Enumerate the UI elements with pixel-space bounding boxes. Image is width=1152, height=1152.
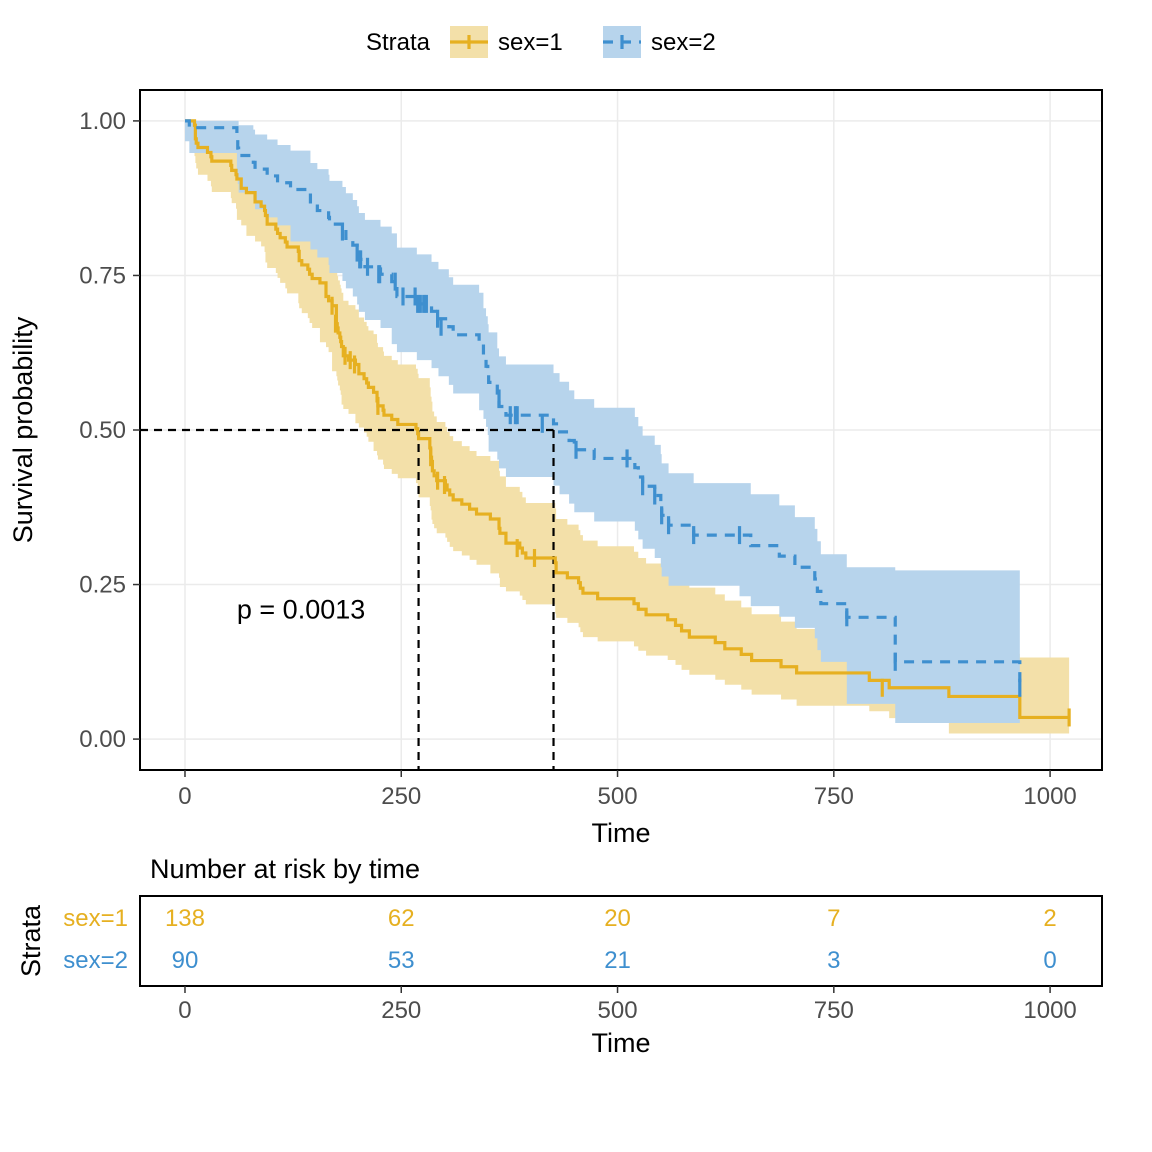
legend-item-label: sex=1 <box>498 29 563 56</box>
xtick-label: 1000 <box>1023 783 1076 810</box>
risk-cell: 7 <box>827 905 840 932</box>
risk-cell: 3 <box>827 947 840 974</box>
x-axis-title: Time <box>592 818 651 848</box>
risk-cell: 0 <box>1043 947 1056 974</box>
risk-xtick-label: 500 <box>598 997 638 1024</box>
risk-cell: 138 <box>165 905 205 932</box>
risk-xtick-label: 250 <box>381 997 421 1024</box>
risk-xtick-label: 750 <box>814 997 854 1024</box>
risk-xtick-label: 0 <box>178 997 191 1024</box>
legend-title-label: Strata <box>366 29 431 56</box>
ytick-label: 0.50 <box>79 417 126 444</box>
risk-cell: 2 <box>1043 905 1056 932</box>
xtick-label: 0 <box>178 783 191 810</box>
risk-table-title: Number at risk by time <box>150 854 420 884</box>
legend-item-label: sex=2 <box>651 29 716 56</box>
risk-y-axis-title: Strata <box>16 904 46 977</box>
ytick-label: 0.75 <box>79 262 126 289</box>
ytick-label: 1.00 <box>79 108 126 135</box>
y-axis-title: Survival probability <box>8 316 38 543</box>
xtick-label: 500 <box>598 783 638 810</box>
km-plot-svg: Strata sex=1 sex=2 0 250 500 750 1000 0.00 0.25 0.… <box>0 0 1152 1152</box>
risk-cell: 20 <box>604 905 631 932</box>
ytick-label: 0.25 <box>79 572 126 599</box>
xtick-label: 250 <box>381 783 421 810</box>
risk-cell: 90 <box>172 947 199 974</box>
xtick-label: 750 <box>814 783 854 810</box>
risk-xtick-label: 1000 <box>1023 997 1076 1024</box>
risk-cell: 21 <box>604 947 631 974</box>
p-value-label: p = 0.0013 <box>237 595 365 625</box>
risk-cell: 53 <box>388 947 415 974</box>
risk-row-label: sex=1 <box>63 905 128 932</box>
risk-x-axis-title: Time <box>592 1028 651 1058</box>
risk-cell: 62 <box>388 905 415 932</box>
ytick-label: 0.00 <box>79 726 126 753</box>
risk-row-label: sex=2 <box>63 947 128 974</box>
